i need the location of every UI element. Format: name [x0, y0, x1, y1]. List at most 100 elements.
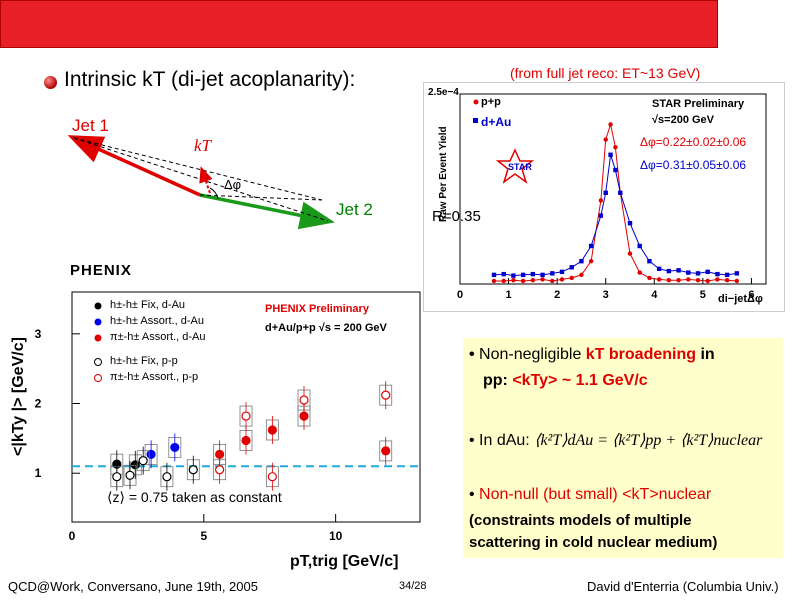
star-legend-dau: d+Au [481, 115, 512, 129]
star-point-dau [613, 167, 618, 173]
star-logo [495, 148, 535, 184]
star-point-dau [491, 272, 497, 278]
main-bullet-text: Intrinsic kT (di-jet acoplanarity): [64, 68, 356, 91]
star-point-dau [588, 243, 594, 249]
star-point-pp [588, 259, 594, 264]
star-point-dau [666, 268, 672, 274]
star-point-dau [608, 152, 613, 157]
phx-point-s3-4 [188, 465, 198, 475]
title-bar: Di-jet acoplanarity (“intrinsic” kT) : p… [0, 0, 718, 314]
star-point-dau [637, 243, 642, 249]
star-point-dau [579, 259, 584, 264]
star-point-dau [501, 271, 506, 277]
star-point-dau [618, 190, 623, 195]
star-point-dau [530, 271, 536, 277]
phx-ylabel: <|kTy |> [GeV/c] [10, 337, 27, 456]
summary-bullet-2: • In dAu: ⟨k²T⟩dAu = ⟨k²T⟩pp + ⟨k²T⟩nucl… [469, 432, 763, 449]
star-point-dau [695, 271, 701, 276]
star-xtick-label: 6 [748, 289, 754, 301]
star-line-1 [493, 154, 737, 277]
star-point-pp [724, 278, 730, 283]
star-point-pp [511, 278, 516, 283]
star-point-dau [656, 266, 662, 271]
star-point-dau [686, 270, 691, 275]
summary-bullet-3-line2: (constraints models of multiple [469, 512, 692, 529]
dashed-parallel-line [73, 137, 323, 201]
jet1-arrow [67, 135, 201, 197]
star-legend-pp-marker [473, 99, 479, 105]
phx-point-s1-1 [170, 442, 180, 453]
star-point-pp [540, 277, 545, 282]
star-point-dau [540, 272, 545, 278]
phx-xtick-label: 10 [329, 529, 343, 543]
phx-point-s2-1 [241, 435, 251, 446]
star-overlay-label: R=0.35 [432, 208, 481, 225]
summary-bullet-1-line2: pp: <kTy> ~ 1.1 GeV/c [483, 372, 648, 389]
star-point-pp [501, 278, 506, 284]
footer-left: QCD@Work, Conversano, June 19th, 2005 [8, 579, 258, 594]
phx-point-s3-0 [112, 472, 122, 482]
footer-right: David d'Enterria (Columbia Univ.) [587, 579, 779, 594]
phx-point-s4-2 [267, 472, 277, 482]
star-point-pp [491, 278, 497, 284]
star-point-dau [520, 272, 526, 278]
phx-point-s3-3 [162, 472, 172, 482]
star-xtick-label: 0 [457, 289, 463, 301]
star-xtick-label: 3 [603, 289, 609, 301]
star-plot-frame [423, 82, 785, 312]
phx-legend-marker-0 [94, 302, 102, 310]
phx-point-s2-4 [381, 446, 391, 456]
phx-ytick-label: 2 [35, 397, 42, 411]
star-point-pp [608, 122, 613, 127]
star-point-pp [715, 277, 720, 282]
star-xlabel: di−jetΔφ [718, 293, 763, 305]
phx-legend-marker-3 [94, 358, 102, 366]
phx-xlabel: pT,trig [GeV/c] [290, 553, 399, 570]
phx-point-s3-2 [138, 456, 148, 466]
star-point-pp [705, 278, 710, 284]
star-xtick-label: 5 [700, 289, 706, 301]
phx-constant-note: ⟨z⟩ = 0.75 taken as constant [107, 489, 282, 505]
star-axes [459, 93, 767, 285]
phx-legend-0: h±-h± Fix, d-Au [110, 299, 186, 311]
dphi-label: Δφ [224, 177, 242, 192]
star-energy: √s=200 GeV [652, 114, 714, 126]
star-logo-text: STAR [508, 162, 532, 172]
star-point-dau [705, 269, 710, 275]
star-point-pp [550, 278, 555, 284]
summary-box: • Non-negligible kT broadening in pp: <k… [463, 338, 783, 558]
star-point-dau [603, 190, 608, 195]
phx-point-s4-1 [241, 411, 251, 421]
star-dphi-pp: Δφ=0.22±0.02±0.06 [640, 135, 747, 149]
phx-preliminary: PHENIX Preliminary [265, 303, 369, 315]
star-point-dau [559, 269, 565, 275]
star-point-pp [686, 277, 691, 282]
star-point-pp [598, 198, 604, 203]
bullet-icon [44, 76, 57, 89]
phx-legend-marker-4 [94, 374, 102, 382]
star-point-dau [569, 265, 574, 270]
phx-xtick-label: 5 [200, 529, 207, 543]
star-point-pp [695, 278, 701, 283]
star-point-pp [627, 251, 633, 256]
star-point-dau [676, 268, 681, 273]
phx-point-s4-4 [381, 390, 391, 400]
star-point-pp [734, 278, 740, 284]
star-point-dau [511, 273, 516, 278]
summary-bullet-3: • Non-null (but small) <kT>nuclear [469, 486, 712, 503]
phx-legend-marker-2 [94, 334, 102, 342]
star-point-pp [613, 145, 618, 150]
star-point-pp [569, 275, 574, 281]
star-point-dau [598, 213, 604, 218]
phx-legend-4: π±-h± Assort., p-p [110, 371, 199, 383]
jet1-label: Jet 1 [72, 116, 109, 135]
star-point-dau [550, 271, 555, 276]
star-point-dau [627, 221, 633, 226]
star-point-pp [559, 277, 565, 282]
star-point-pp [647, 275, 652, 281]
summary-bullet-1: • Non-negligible kT broadening in [469, 346, 715, 363]
star-point-pp [666, 278, 672, 283]
star-legend-pp: p+p [481, 96, 501, 108]
star-xtick-label: 4 [651, 289, 658, 301]
phx-point-s2-2 [267, 425, 277, 435]
